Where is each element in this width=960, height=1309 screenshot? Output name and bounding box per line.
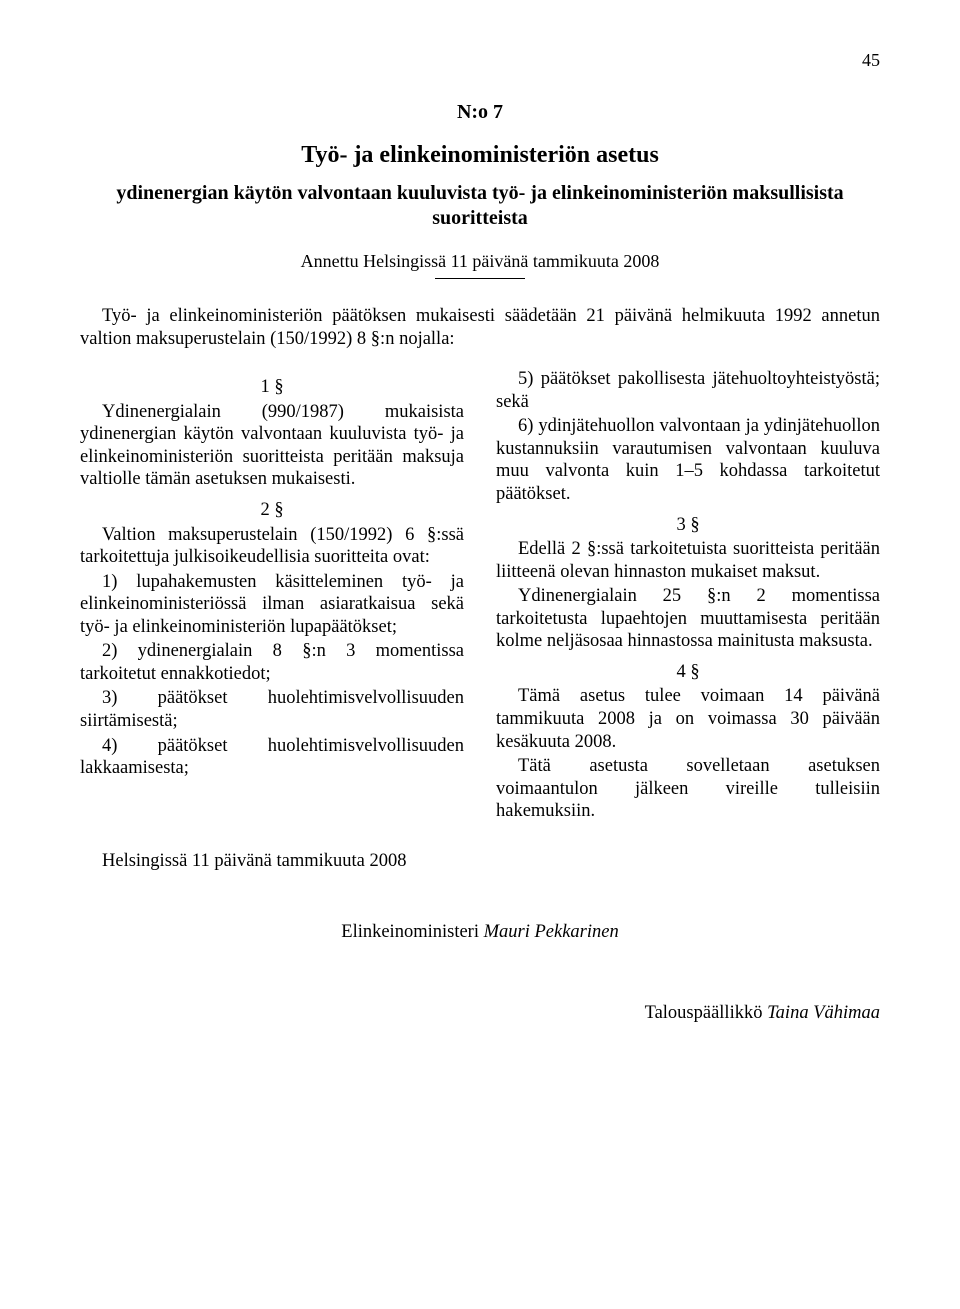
section-1-text: Ydinenergialain (990/1987) mukaisista yd… xyxy=(80,401,464,491)
section-2-item-5: 5) päätökset pakollisesta jätehuoltoyhte… xyxy=(496,368,880,413)
section-2-item-1: 1) lupahakemusten käsitteleminen työ- ja… xyxy=(80,571,464,639)
section-3-number: 3 § xyxy=(496,514,880,537)
official-signature: Talouspäällikkö Taina Vähimaa xyxy=(80,1003,880,1024)
section-1-number: 1 § xyxy=(80,376,464,399)
official-name: Taina Vähimaa xyxy=(767,1003,880,1023)
section-2-number: 2 § xyxy=(80,499,464,522)
divider-rule xyxy=(435,278,525,279)
document-subtitle: ydinenergian käytön valvontaan kuuluvist… xyxy=(80,181,880,231)
closing-place-date: Helsingissä 11 päivänä tammikuuta 2008 xyxy=(80,851,880,872)
minister-name: Mauri Pekkarinen xyxy=(484,922,619,942)
section-2-item-2: 2) ydinenergialain 8 §:n 3 momentissa ta… xyxy=(80,640,464,685)
section-2-item-4: 4) päätökset huolehtimisvelvollisuuden l… xyxy=(80,735,464,780)
document-title: Työ- ja elinkeinoministeriön asetus xyxy=(80,142,880,169)
document-number: N:o 7 xyxy=(80,101,880,124)
official-title: Talouspäällikkö xyxy=(645,1003,763,1023)
minister-signature: Elinkeinoministeri Mauri Pekkarinen xyxy=(80,922,880,943)
section-2-item-6: 6) ydinjätehuollon valvontaan ja ydinjät… xyxy=(496,415,880,505)
section-3-para-2: Ydinenergialain 25 §:n 2 momentissa tark… xyxy=(496,585,880,653)
section-2-lead: Valtion maksuperustelain (150/1992) 6 §:… xyxy=(80,524,464,569)
page-number: 45 xyxy=(80,50,880,71)
section-4-para-2: Tätä asetusta sovelletaan asetuksen voim… xyxy=(496,755,880,823)
section-2-item-3: 3) päätökset huolehtimisvelvollisuuden s… xyxy=(80,687,464,732)
minister-title: Elinkeinoministeri xyxy=(341,922,479,942)
section-3-para-1: Edellä 2 §:ssä tarkoitetuista suoritteis… xyxy=(496,538,880,583)
given-at-line: Annettu Helsingissä 11 päivänä tammikuut… xyxy=(80,251,880,272)
body-columns: 1 § Ydinenergialain (990/1987) mukaisist… xyxy=(80,368,880,823)
section-4-para-1: Tämä asetus tulee voimaan 14 päivänä tam… xyxy=(496,685,880,753)
section-4-number: 4 § xyxy=(496,661,880,684)
preamble: Työ- ja elinkeinoministeriön päätöksen m… xyxy=(80,305,880,350)
